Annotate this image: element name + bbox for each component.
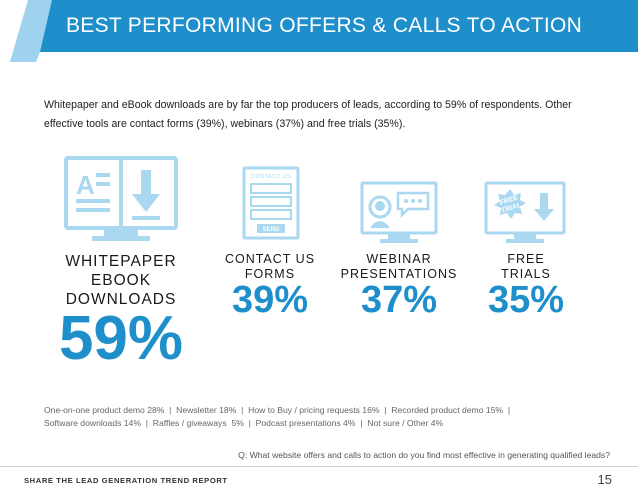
other-results-line1: One-on-one product demo 28% | Newsletter… [44,405,511,415]
offer-webinar-percent: 37% [360,279,438,321]
offer-contact-label: CONTACT US FORMS [218,252,322,282]
offer-webinar-label-line2: PRESENTATIONS [340,267,458,281]
footer-divider [0,466,638,467]
page-number: 15 [597,472,612,487]
svg-text:A: A [76,170,95,200]
contact-form-send: SEND [263,227,280,233]
intro-paragraph: Whitepaper and eBook downloads are by fa… [44,99,572,130]
offer-whitepaper-percent: 59% [58,304,184,373]
offer-contact-label-line2: FORMS [244,267,296,281]
offer-trial-label-line2: TRIALS [501,267,551,281]
whitepaper-download-icon: A [64,156,178,241]
offer-whitepaper-label: WHITEPAPER EBOOK DOWNLOADS [40,252,202,309]
offer-contact-percent: 39% [231,279,309,321]
webinar-icon [360,181,438,243]
offer-whitepaper-label-line2: EBOOK [90,272,152,289]
footer-share-link[interactable]: SHARE THE LEAD GENERATION TREND REPORT [24,476,228,485]
contact-form-title: CONTACT US [251,174,291,180]
other-results: One-on-one product demo 28% | Newsletter… [44,404,624,430]
offer-trial-percent: 35% [487,279,565,321]
offer-webinar-label-line1: WEBINAR [366,252,432,266]
offer-trial-label: FREE TRIALS [476,252,576,282]
offer-whitepaper-label-line1: WHITEPAPER [65,253,177,270]
offer-trial-label-line1: FREE [507,252,545,266]
offer-whitepaper-label-line3: DOWNLOADS [65,291,177,308]
offer-webinar-label: WEBINAR PRESENTATIONS [338,252,460,282]
offer-contact-label-line1: CONTACT US [224,252,316,266]
free-trial-icon: FREE TRIAL [484,181,566,243]
page-header: BEST PERFORMING OFFERS & CALLS TO ACTION [0,0,638,62]
contact-form-icon: CONTACT US SEND [242,166,300,240]
survey-question: Q: What website offers and calls to acti… [238,450,610,460]
header-banner [10,0,638,62]
page-title: BEST PERFORMING OFFERS & CALLS TO ACTION [66,14,583,37]
other-results-line2: Software downloads 14% | Raffles / givea… [44,418,444,428]
